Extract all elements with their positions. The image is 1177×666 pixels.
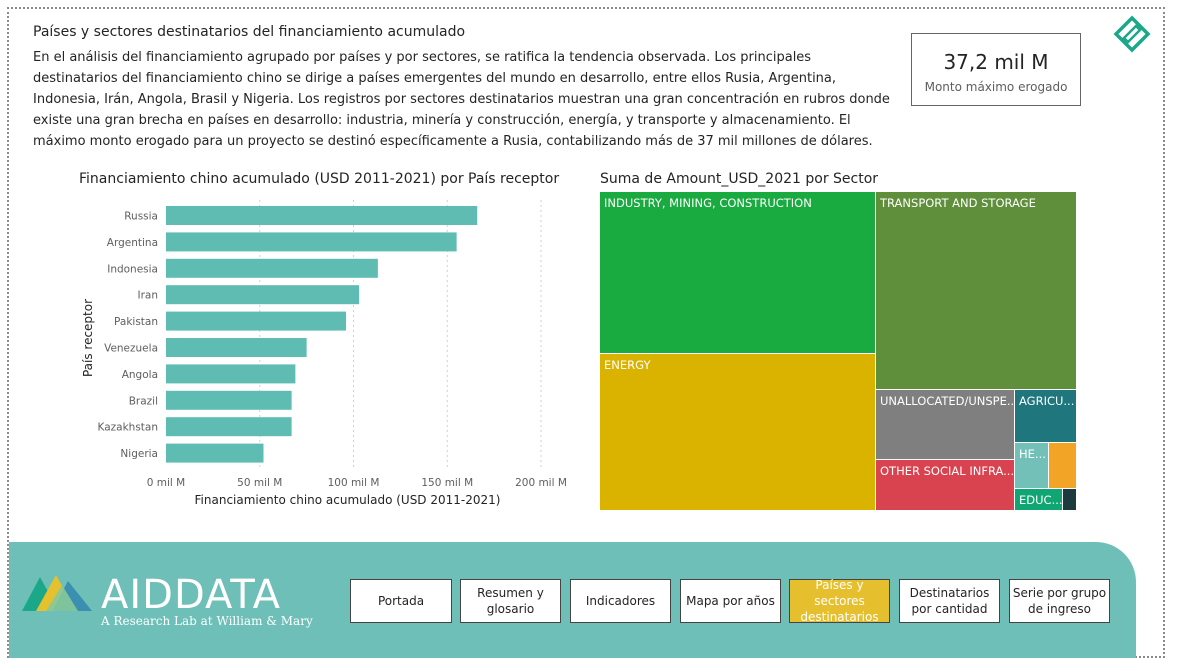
- y-tick-label: Russia: [124, 211, 158, 223]
- bar: [166, 258, 378, 278]
- treemap-tile[interactable]: [1063, 489, 1077, 511]
- y-tick-label: Pakistan: [114, 316, 158, 328]
- nav-button-destinatarios[interactable]: Destinatarios por cantidad: [899, 579, 1000, 623]
- bar: [166, 338, 307, 357]
- y-axis-title: País receptor: [81, 299, 95, 377]
- bar: [166, 417, 292, 437]
- y-tick-label: Kazakhstan: [98, 422, 159, 434]
- treemap-tile[interactable]: EDUC...: [1015, 489, 1063, 511]
- treemap-title: Suma de Amount_USD_2021 por Sector: [600, 171, 879, 187]
- page-description: En el análisis del financiamiento agrupa…: [33, 50, 890, 149]
- y-tick-label: Venezuela: [104, 343, 158, 355]
- treemap-tile-label: OTHER SOCIAL INFRA...: [880, 464, 1015, 478]
- treemap-tile-label: AGRICU...: [1019, 394, 1075, 408]
- kpi-card[interactable]: 37,2 mil M Monto máximo erogado: [911, 33, 1081, 106]
- bar: [166, 232, 457, 252]
- kpi-label: Monto máximo erogado: [924, 80, 1068, 94]
- bar: [166, 285, 360, 305]
- y-tick-label: Nigeria: [120, 448, 158, 460]
- brand-name: AIDDATA: [101, 572, 282, 618]
- treemap-tile[interactable]: HE...: [1015, 443, 1049, 489]
- x-tick-label: 0 mil M: [147, 477, 185, 489]
- nav-button-serie[interactable]: Serie por grupo de ingreso: [1009, 579, 1110, 623]
- treemap-tile[interactable]: [1049, 443, 1077, 489]
- treemap-tile-label: HE...: [1019, 447, 1046, 461]
- y-tick-label: Iran: [137, 290, 158, 302]
- treemap-tile-label: EDUC...: [1019, 493, 1063, 507]
- treemap-tile-label: ENERGY: [604, 358, 651, 372]
- x-tick-label: 150 mil M: [421, 477, 473, 489]
- y-tick-label: Brazil: [129, 395, 158, 407]
- y-tick-label: Angola: [122, 369, 158, 381]
- treemap-tile-label: INDUSTRY, MINING, CONSTRUCTION: [604, 196, 812, 210]
- kpi-value: 37,2 mil M: [943, 50, 1049, 74]
- treemap-tile[interactable]: TRANSPORT AND STORAGE: [876, 192, 1077, 390]
- bar: [166, 390, 292, 410]
- treemap-tile[interactable]: AGRICU...: [1015, 390, 1077, 443]
- x-tick-label: 200 mil M: [515, 477, 567, 489]
- treemap-tile[interactable]: UNALLOCATED/UNSPE...: [876, 390, 1015, 460]
- y-tick-label: Argentina: [107, 237, 158, 249]
- treemap-tile-label: TRANSPORT AND STORAGE: [880, 196, 1036, 210]
- x-tick-label: 100 mil M: [328, 477, 380, 489]
- y-tick-label: Indonesia: [107, 263, 158, 275]
- treemap-tile-label: UNALLOCATED/UNSPE...: [880, 394, 1015, 408]
- treemap-tile[interactable]: OTHER SOCIAL INFRA...: [876, 460, 1015, 511]
- bar: [166, 364, 296, 384]
- bar-chart-title: Financiamiento chino acumulado (USD 2011…: [79, 171, 560, 187]
- brand-tagline: A Research Lab at William & Mary: [101, 614, 313, 628]
- x-axis-title: Financiamiento chino acumulado (USD 2011…: [195, 493, 501, 507]
- bar: [166, 443, 264, 463]
- aiddata-logo-icon: [22, 575, 92, 611]
- nav-button-paises-sectores[interactable]: Países y sectores destinatarios: [789, 578, 890, 624]
- bar: [166, 206, 478, 225]
- nav-button-indicadores[interactable]: Indicadores: [570, 579, 671, 623]
- nav-button-resumen[interactable]: Resumen y glosario: [460, 579, 561, 623]
- diamond-icon[interactable]: [1113, 15, 1151, 53]
- treemap-tile[interactable]: ENERGY: [600, 354, 876, 511]
- x-tick-label: 50 mil M: [237, 477, 282, 489]
- nav-button-portada[interactable]: Portada: [350, 579, 452, 623]
- bar: [166, 311, 346, 331]
- treemap-tile[interactable]: INDUSTRY, MINING, CONSTRUCTION: [600, 192, 876, 354]
- bar-chart: 0 mil M 50 mil M 100 mil M 150 mil M 200 mil…: [81, 200, 567, 507]
- page-title: Países y sectores destinatarios del fina…: [33, 24, 466, 40]
- nav-button-mapa[interactable]: Mapa por años: [680, 579, 781, 623]
